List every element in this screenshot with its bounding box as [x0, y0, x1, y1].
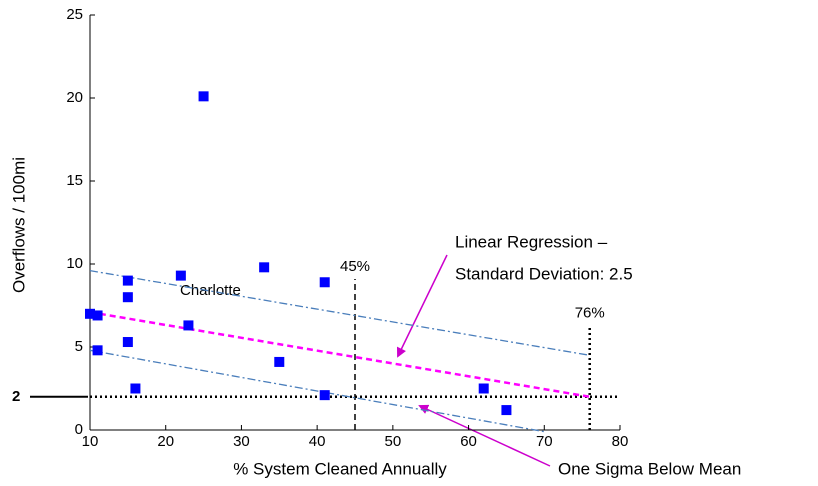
annotation: Standard Deviation: 2.5 [455, 264, 633, 283]
fit-line [89, 310, 590, 399]
point [175, 270, 186, 281]
y-tick-label: 0 [75, 421, 83, 438]
y-tick-label: 5 [75, 338, 83, 355]
x-tick-label: 70 [536, 433, 553, 450]
y-tick-label: 10 [66, 255, 83, 272]
point [319, 390, 330, 401]
reference-label: 45% [340, 258, 370, 275]
y-axis-label: Overflows / 100mi [9, 157, 28, 293]
reference-label: 76% [575, 304, 605, 321]
point [122, 292, 133, 303]
point [319, 277, 330, 288]
point [259, 262, 270, 273]
y-tick-label: 15 [66, 172, 83, 189]
annotation: Charlotte [180, 282, 241, 299]
x-tick-label: 10 [82, 433, 99, 450]
x-tick-label: 20 [157, 433, 174, 450]
point [183, 320, 194, 331]
arrow [418, 404, 551, 467]
point [478, 383, 489, 394]
x-axis-label: % System Cleaned Annually [233, 459, 447, 478]
y-tick-label: 25 [66, 6, 83, 23]
fit-line [89, 349, 545, 433]
annotation: One Sigma Below Mean [558, 459, 741, 478]
x-tick-label: 30 [233, 433, 250, 450]
x-tick-label: 40 [309, 433, 326, 450]
reference-label: 2 [12, 388, 20, 405]
point [85, 308, 95, 319]
point [130, 383, 141, 394]
point [92, 310, 103, 321]
arrow [396, 254, 448, 358]
y-tick-label: 20 [66, 89, 83, 106]
x-tick-label: 60 [460, 433, 477, 450]
annotation: Linear Regression – [455, 232, 608, 251]
point [198, 91, 209, 102]
point [274, 356, 285, 367]
point [92, 345, 103, 356]
point [122, 337, 133, 348]
point [501, 405, 512, 416]
x-tick-label: 80 [612, 433, 629, 450]
point [122, 275, 133, 286]
fit-line [89, 269, 590, 356]
x-tick-label: 50 [385, 433, 402, 450]
